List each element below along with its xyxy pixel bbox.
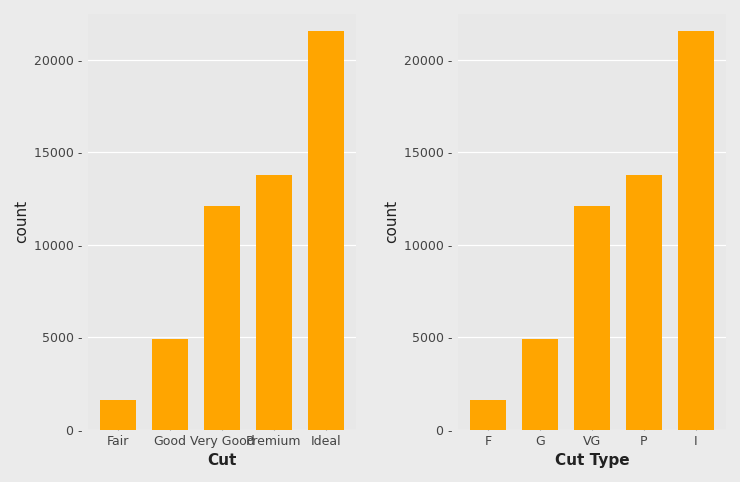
X-axis label: Cut: Cut bbox=[207, 453, 237, 468]
Bar bbox=[625, 175, 662, 429]
Bar bbox=[678, 31, 714, 429]
Bar bbox=[522, 339, 558, 429]
Bar bbox=[308, 31, 344, 429]
Bar bbox=[574, 206, 610, 429]
Bar bbox=[204, 206, 240, 429]
Y-axis label: count: count bbox=[384, 200, 399, 243]
Bar bbox=[152, 339, 188, 429]
X-axis label: Cut Type: Cut Type bbox=[554, 453, 629, 468]
Bar bbox=[255, 175, 292, 429]
Y-axis label: count: count bbox=[14, 200, 29, 243]
Bar bbox=[470, 400, 506, 429]
Bar bbox=[100, 400, 136, 429]
